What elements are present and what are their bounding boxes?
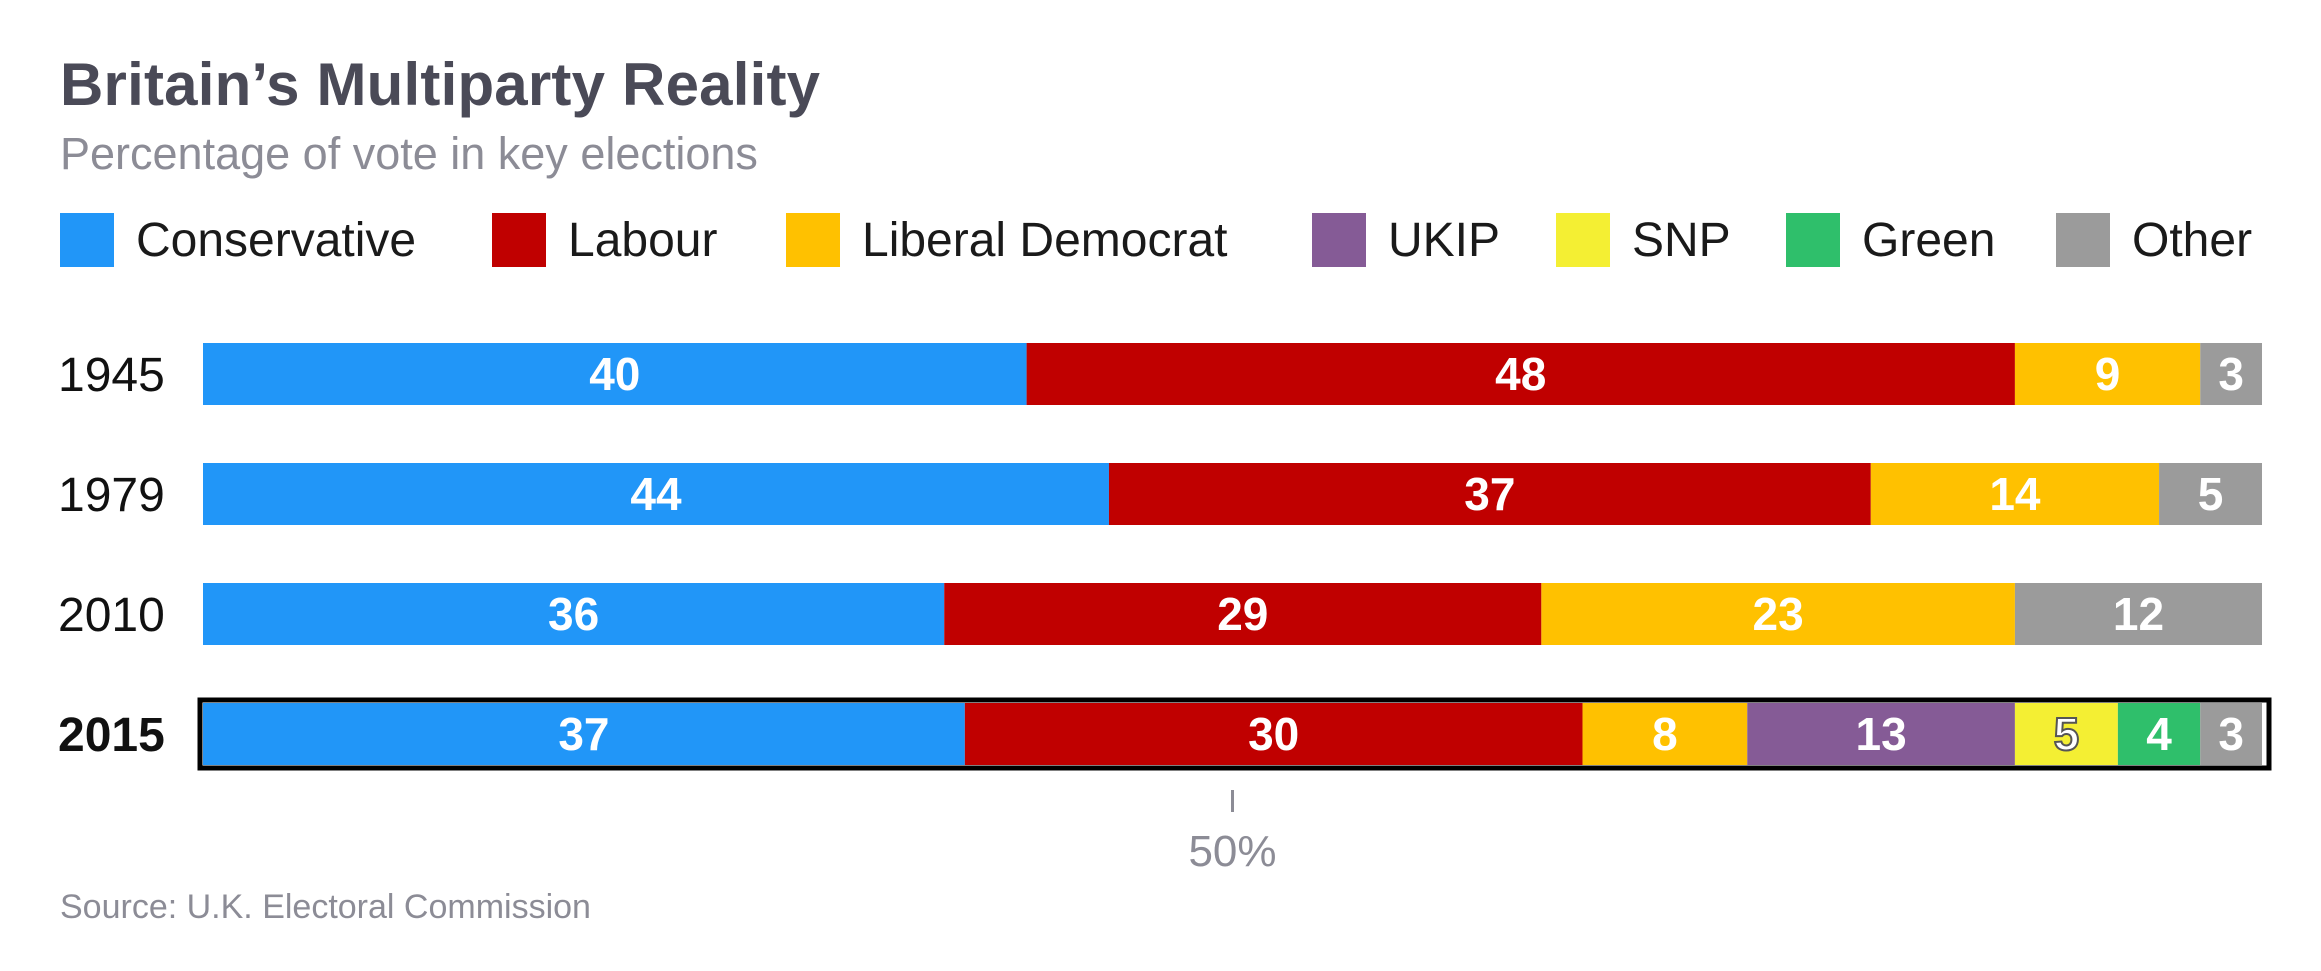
bar-2010-liberal-democrat-label: 23: [1753, 588, 1804, 640]
year-label-1945: 1945: [58, 349, 165, 402]
bar-1945-other-label: 3: [2218, 348, 2244, 400]
chart-title: Britain’s Multiparty Reality: [60, 51, 821, 118]
legend-label-other: Other: [2132, 213, 2253, 267]
year-label-1979: 1979: [58, 469, 165, 522]
legend-label-snp: SNP: [1632, 213, 1731, 267]
bar-1979-labour-label: 37: [1464, 468, 1515, 520]
legend-label-green: Green: [1862, 213, 1996, 267]
legend-swatch-snp: [1556, 213, 1610, 267]
legend-swatch-conservative: [60, 213, 114, 267]
legend-swatch-green: [1786, 213, 1840, 267]
highlight-frame-2015: [197, 697, 2272, 771]
bar-1979-other: [2159, 463, 2262, 525]
bar-2010-conservative: [203, 583, 945, 645]
bar-2015-green-label: 4: [2146, 708, 2172, 760]
legend-item-snp: SNP: [1556, 212, 1731, 268]
legend-swatch-ukip: [1312, 213, 1366, 267]
bar-1945-other: [2200, 343, 2262, 405]
bar-2015-snp: [2014, 703, 2118, 765]
legend: Conservative Labour Liberal Democrat UKI…: [60, 212, 2260, 272]
legend-item-green: Green: [1786, 212, 1995, 268]
bar-1945-labour: [1026, 343, 2015, 405]
legend-item-labour: Labour: [492, 212, 717, 268]
bar-2010-other: [2014, 583, 2262, 645]
bar-2015-ukip: [1747, 703, 2015, 765]
bar-2015-ukip-label: 13: [1855, 708, 1906, 760]
year-label-2010: 2010: [58, 589, 165, 642]
year-label-2015: 2015: [58, 709, 165, 762]
bar-2010-conservative-label: 36: [548, 588, 599, 640]
bar-1979-conservative: [203, 463, 1109, 525]
reference-tick-label: 50%: [1188, 827, 1276, 876]
bar-2015-other: [2200, 703, 2262, 765]
bar-2015-snp-label: 5: [2054, 708, 2080, 760]
legend-item-conservative: Conservative: [60, 212, 416, 268]
bar-2015-green: [2117, 703, 2201, 765]
bar-2010-liberal-democrat: [1541, 583, 2015, 645]
chart-subtitle: Percentage of vote in key elections: [60, 128, 758, 179]
legend-swatch-other: [2056, 213, 2110, 267]
bar-1945-conservative-label: 40: [589, 348, 640, 400]
bar-2010-other-label: 12: [2113, 588, 2164, 640]
legend-label-conservative: Conservative: [136, 213, 417, 267]
bar-1979-liberal-democrat-label: 14: [1989, 468, 2041, 520]
bar-1979-liberal-democrat: [1870, 463, 2160, 525]
bar-2015-other-label: 3: [2218, 708, 2244, 760]
bar-2010-labour: [944, 583, 1542, 645]
bar-2015-labour-label: 30: [1248, 708, 1299, 760]
legend-swatch-labour: [492, 213, 546, 267]
bar-2015-labour: [964, 703, 1583, 765]
legend-swatch-liberal-democrat: [786, 213, 840, 267]
bar-1979-other-label: 5: [2198, 468, 2224, 520]
bar-2015-conservative: [203, 703, 965, 765]
bar-2015-liberal-democrat-label: 8: [1652, 708, 1678, 760]
bar-1945-labour-label: 48: [1495, 348, 1546, 400]
bar-2010-labour-label: 29: [1217, 588, 1268, 640]
bar-1945-conservative: [203, 343, 1027, 405]
legend-item-ukip: UKIP: [1312, 212, 1500, 268]
bar-1945-liberal-democrat-label: 9: [2095, 348, 2121, 400]
bar-1945-liberal-democrat: [2014, 343, 2201, 405]
bar-1979-conservative-label: 44: [630, 468, 682, 520]
legend-label-ukip: UKIP: [1388, 213, 1501, 267]
source-note: Source: U.K. Electoral Commission: [60, 888, 591, 926]
legend-item-other: Other: [2056, 212, 2252, 268]
bar-2015-conservative-label: 37: [558, 708, 609, 760]
legend-label-labour: Labour: [568, 213, 718, 267]
legend-label-liberal-democrat: Liberal Democrat: [862, 213, 1228, 267]
legend-item-liberal-democrat: Liberal Democrat: [786, 212, 1227, 268]
bar-1979-labour: [1108, 463, 1871, 525]
bar-2015-liberal-democrat: [1582, 703, 1748, 765]
